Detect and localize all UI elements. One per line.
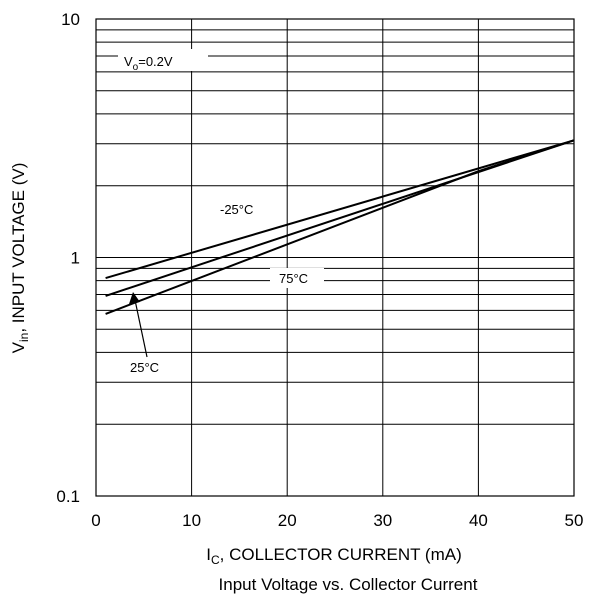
x-axis-label-rest: , COLLECTOR CURRENT (mA): [220, 545, 462, 564]
condition-v: V: [124, 54, 133, 69]
x-tick-label: 10: [182, 511, 201, 530]
plot-frame: [95, 18, 575, 497]
y-tick-label: 0.1: [56, 487, 80, 506]
x-tick-label: 50: [565, 511, 584, 530]
y-axis-label-v: V: [9, 341, 28, 353]
series-label-75: 75°C: [279, 271, 308, 286]
condition-label: Vo=0.2V: [124, 54, 173, 73]
series-line-1: [105, 139, 575, 315]
y-axis-label: Vin, INPUT VOLTAGE (V): [9, 163, 31, 354]
arrow-25-line: [134, 299, 148, 358]
x-axis-label: IC, COLLECTOR CURRENT (mA): [206, 545, 462, 567]
arrow-25-head: [129, 292, 140, 304]
y-tick-label: 1: [71, 249, 80, 268]
x-axis-label-i: I: [206, 545, 211, 564]
x-tick-label: 40: [469, 511, 488, 530]
condition-sub: o: [133, 62, 139, 73]
grid: [96, 19, 574, 496]
series-label-25: 25°C: [130, 360, 159, 375]
label-minus25-bg: [216, 199, 270, 219]
condition-label-bg: [118, 49, 208, 71]
x-axis-label-sub: C: [211, 553, 220, 567]
y-tick-label: 10: [61, 10, 80, 29]
label-25-bg: [121, 357, 173, 377]
series-line-2: [105, 139, 575, 297]
condition-value: =0.2V: [138, 54, 173, 69]
label-75-bg: [270, 268, 324, 288]
x-tick-labels: 0 10 20 30 40 50: [91, 511, 583, 530]
chart-title: Input Voltage vs. Collector Current: [219, 575, 478, 594]
x-tick-label: 20: [278, 511, 297, 530]
y-axis-label-sub: in: [17, 333, 31, 342]
y-axis-label-rest: , INPUT VOLTAGE (V): [9, 163, 28, 333]
series-line-0: [105, 139, 575, 280]
series-lines: [105, 139, 575, 315]
series-label-minus25: -25°C: [220, 202, 253, 217]
y-tick-labels: 0.1 1 10: [56, 10, 80, 506]
x-tick-label: 0: [91, 511, 100, 530]
x-tick-label: 30: [373, 511, 392, 530]
